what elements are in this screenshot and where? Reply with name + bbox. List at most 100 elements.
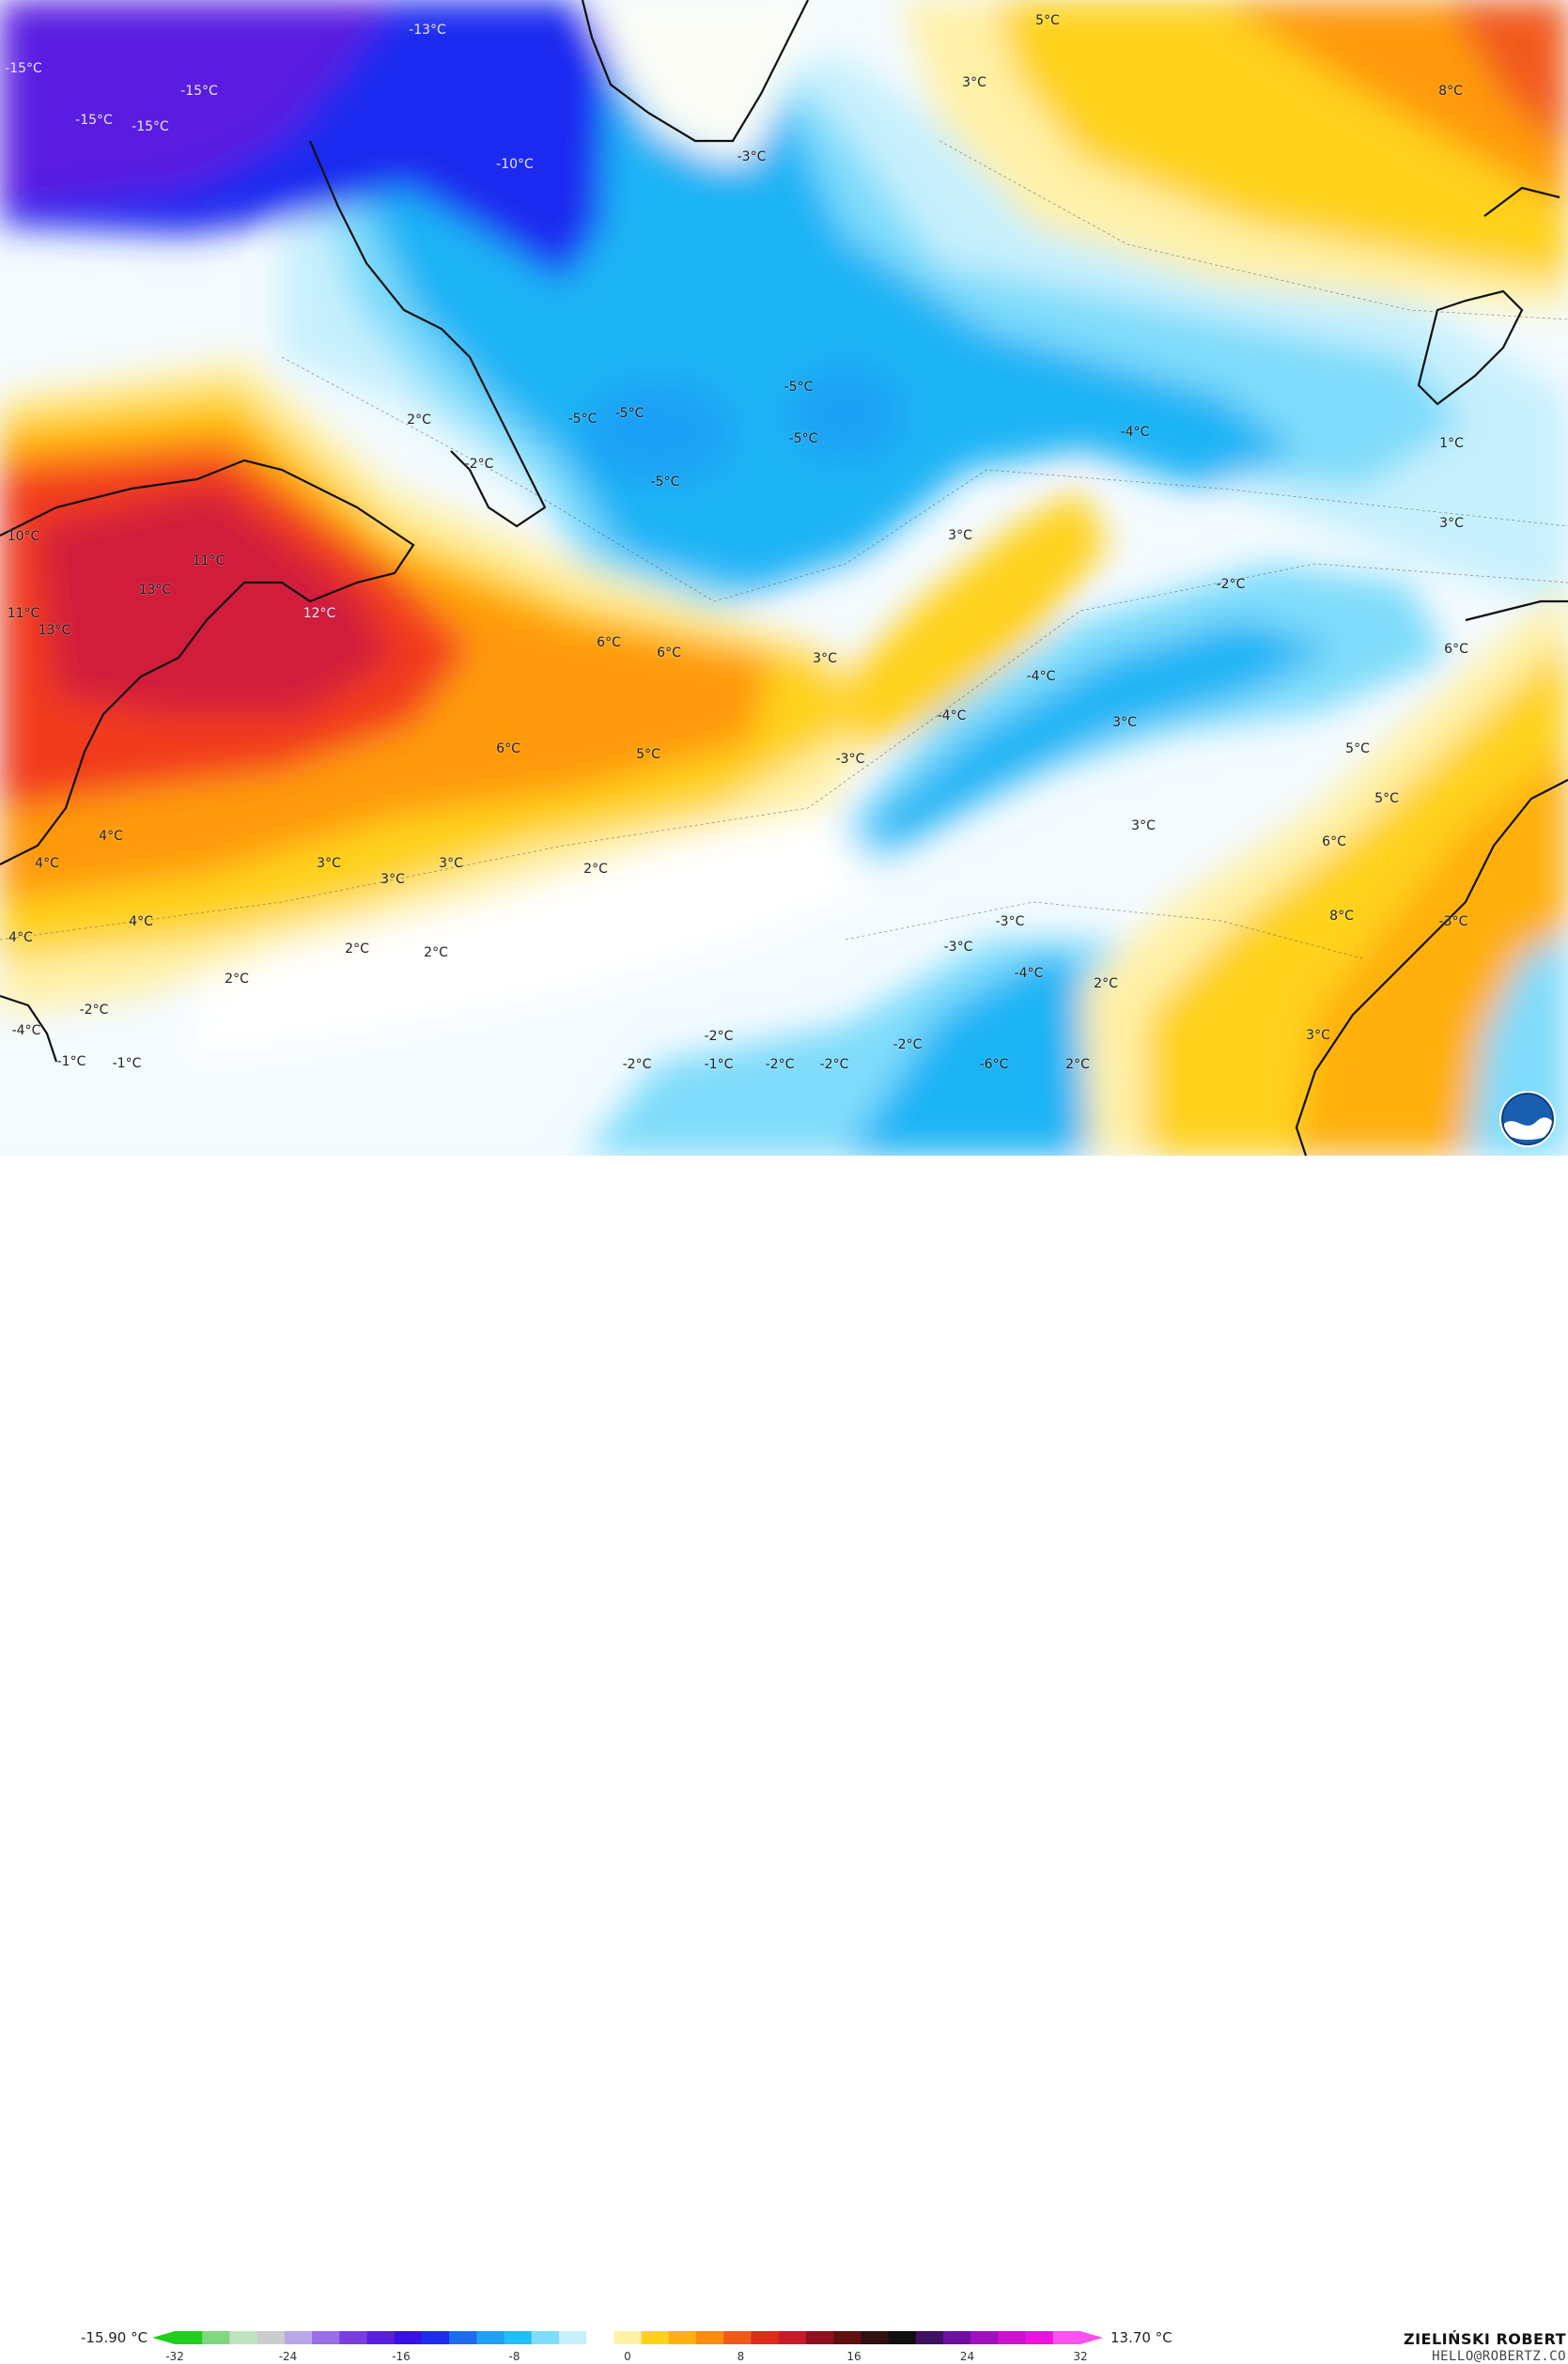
colorbar-segment (942, 2331, 971, 2344)
temp-label: 2°C (345, 941, 369, 956)
colorbar-min-label: -15.90 °C (81, 2329, 148, 2346)
temp-label: 8°C (1329, 909, 1354, 924)
temp-label: -15°C (132, 119, 169, 134)
colorbar-segment (202, 2331, 230, 2344)
colorbar-tick-label: -8 (508, 2350, 520, 2363)
colorbar-segment (888, 2331, 917, 2344)
temp-label: -4°C (1014, 966, 1044, 981)
temp-label: 2°C (407, 412, 431, 428)
temp-label: 3°C (1439, 516, 1464, 531)
colorbar-segment (696, 2331, 724, 2344)
author-name: ZIELIŃSKI ROBERT (1403, 2330, 1566, 2348)
colorbar-tick-label: 0 (624, 2350, 631, 2363)
temp-label: 6°C (496, 741, 520, 756)
colorbar-tick-label: 8 (737, 2350, 745, 2363)
temp-label: -5°C (784, 380, 814, 395)
temp-label: 3°C (380, 872, 405, 887)
temp-label: 6°C (1322, 834, 1346, 849)
temp-label: 4°C (8, 930, 33, 945)
temp-label: 11°C (7, 606, 40, 621)
author-email: HELLO@ROBERTZ.CO (1432, 2349, 1566, 2364)
temp-label: -4°C (1026, 669, 1056, 684)
map-shading (0, 0, 1568, 1156)
colorbar-left-arrow (152, 2331, 175, 2344)
colorbar-right-arrow (1080, 2331, 1103, 2344)
temp-label: 11°C (192, 553, 225, 568)
temp-label: 6°C (1444, 642, 1468, 657)
colorbar-tick-label: -16 (392, 2350, 411, 2363)
temp-label: 2°C (583, 862, 608, 877)
very-cold-zone (0, 0, 395, 207)
colorbar-segment (1025, 2331, 1054, 2344)
temp-label: 3°C (813, 651, 837, 666)
contour-lines (0, 140, 1568, 959)
temp-label: 4°C (99, 829, 123, 844)
temp-label: -4°C (1120, 425, 1150, 440)
colorbar-segment (970, 2331, 999, 2344)
temp-label: -2°C (893, 1037, 923, 1052)
colorbar-tick-label: -24 (278, 2350, 298, 2363)
colorbar-segment (915, 2331, 944, 2344)
temp-label: 5°C (636, 747, 660, 762)
temp-label: -10°C (496, 157, 534, 172)
colorbar-segment (805, 2331, 834, 2344)
temp-label: -5°C (567, 412, 598, 427)
temp-label: -5°C (788, 431, 818, 446)
footer-bar: -15.90 °C 13.70 °C -32 -24 -16 -8 0 8 16 24 32 Z… (0, 1156, 1568, 2364)
temp-label: 3°C (1306, 1028, 1330, 1043)
temp-label: -3°C (737, 149, 767, 164)
temp-label: 2°C (225, 972, 249, 987)
temp-label: 13°C (138, 583, 172, 598)
temp-label: -5°C (614, 406, 644, 421)
neutral-band (188, 808, 883, 1062)
colorbar-tick-label: 32 (1073, 2350, 1088, 2363)
colorbar-segment (613, 2331, 643, 2344)
colorbar-segment (256, 2331, 286, 2344)
temp-label: -2°C (464, 457, 494, 472)
temp-label: 3°C (439, 856, 463, 871)
temp-label: -2°C (79, 1003, 109, 1018)
colorbar-segment (668, 2331, 697, 2344)
temp-label: -15°C (5, 61, 42, 76)
colorbar-max-label: 13.70 °C (1110, 2329, 1172, 2346)
colorbar-segment (339, 2331, 367, 2344)
colorbar-tick-label: 16 (846, 2350, 862, 2363)
temp-label: 5°C (1035, 13, 1060, 28)
colorbar-segment (833, 2331, 862, 2344)
temp-label: -2°C (622, 1057, 652, 1072)
temp-label: -4°C (937, 708, 967, 723)
colorbar-segment (1052, 2331, 1081, 2344)
temp-label: 4°C (35, 856, 59, 871)
temp-label: 2°C (1065, 1057, 1090, 1072)
temp-label: 2°C (1094, 976, 1118, 991)
colorbar-segment (861, 2331, 890, 2344)
colorbar-segment (641, 2331, 670, 2344)
temp-label: -1°C (704, 1057, 734, 1072)
temp-label: 12°C (303, 606, 336, 621)
temp-label: 3°C (1112, 715, 1137, 730)
temp-label: -3°C (943, 940, 973, 955)
temp-label: -13°C (409, 23, 446, 38)
colorbar-segment (394, 2331, 423, 2344)
temp-label: 10°C (7, 529, 40, 544)
temp-label: 4°C (129, 914, 153, 929)
temp-label: 5°C (1345, 741, 1370, 756)
colorbar-segment (421, 2331, 450, 2344)
temp-label: 3°C (948, 528, 972, 543)
colorbar-segment (476, 2331, 505, 2344)
greenland (582, 0, 817, 160)
colorbar-tick-label: -32 (165, 2350, 184, 2363)
temp-label: -15°C (180, 84, 218, 99)
colorbar-segment (504, 2331, 533, 2344)
colorbar-segment (998, 2331, 1027, 2344)
noaa-logo (1499, 1091, 1556, 1147)
temp-label: 6°C (657, 645, 681, 661)
temp-label: -2°C (765, 1057, 795, 1072)
temp-label: -4°C (11, 1023, 41, 1038)
temp-label: 2°C (424, 945, 448, 960)
colorbar-segment (175, 2331, 203, 2344)
temp-label: -2°C (1216, 577, 1246, 592)
colorbar-segment (449, 2331, 477, 2344)
temp-label: -3°C (835, 752, 865, 767)
temp-label: 13°C (38, 623, 71, 638)
